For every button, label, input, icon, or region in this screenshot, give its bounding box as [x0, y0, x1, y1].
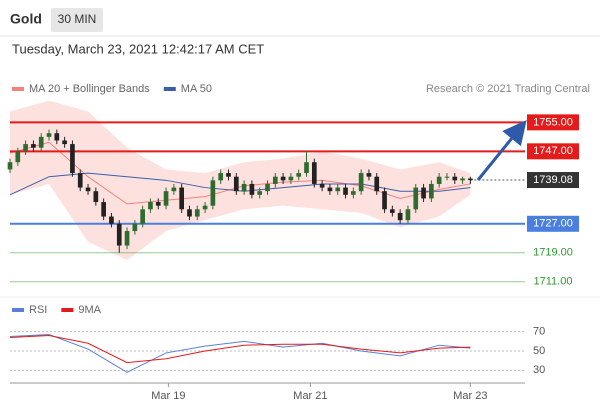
candle-body — [468, 178, 473, 181]
rsi-line — [9, 334, 471, 373]
bollinger-band — [10, 100, 471, 261]
level-label-box — [527, 143, 579, 160]
candle-body — [62, 140, 67, 145]
candle-body — [210, 180, 216, 206]
candle-body — [155, 202, 161, 206]
x-tick-label: Mar 23 — [453, 390, 487, 402]
candle-body — [452, 176, 458, 181]
candle-body — [405, 209, 411, 221]
legend-swatch — [12, 87, 24, 91]
candle-body — [132, 223, 138, 232]
candle-body — [319, 183, 325, 188]
candle-body — [343, 187, 348, 195]
candle-body — [187, 209, 192, 217]
candle-body — [46, 133, 52, 137]
candle-body — [179, 187, 185, 210]
level-label: 1739.08 — [533, 174, 573, 186]
candle-body — [31, 144, 36, 148]
candle-body — [460, 178, 465, 181]
candle-body — [140, 209, 145, 224]
candle-body — [288, 176, 294, 181]
level-label: 1727.00 — [533, 218, 573, 230]
legend-label: MA 50 — [181, 83, 212, 95]
candle-body — [241, 183, 247, 192]
legend-label: MA 20 + Bollinger Bands — [29, 83, 150, 95]
y-tick-label: 70 — [533, 326, 545, 338]
candle-body — [366, 173, 372, 177]
candle-body — [7, 162, 13, 170]
candle-body — [374, 176, 380, 192]
level-label: 1711.00 — [534, 276, 573, 288]
candle-body — [327, 187, 333, 192]
candle-body — [93, 191, 99, 203]
candle-body — [109, 216, 114, 224]
legend-label: RSI — [29, 304, 47, 316]
candle-body — [335, 187, 341, 192]
candle-body — [280, 176, 286, 181]
candle-body — [390, 209, 395, 213]
candle-body — [202, 205, 208, 210]
candle-body — [124, 231, 130, 246]
candle-body — [77, 173, 83, 188]
level-label: 1755.00 — [533, 116, 573, 128]
candle-body — [265, 183, 270, 192]
attribution: Research © 2021 Trading Central — [426, 83, 590, 95]
candle-body — [15, 151, 21, 163]
legend-swatch — [12, 308, 24, 312]
interval-label[interactable]: 30 MIN — [58, 12, 97, 26]
forecast-arrow — [476, 120, 527, 181]
candle-body — [38, 136, 44, 148]
title: Gold — [10, 11, 42, 27]
candle-body — [436, 176, 442, 184]
candle-body — [257, 191, 263, 195]
candle-body — [382, 191, 387, 210]
candle-body — [148, 202, 153, 210]
level-label-box — [527, 114, 579, 131]
level-label-box — [527, 172, 579, 189]
candle-body — [218, 173, 224, 181]
candle-body — [413, 187, 419, 210]
legend-label: 9MA — [78, 304, 101, 316]
candle-body — [311, 162, 317, 184]
candle-body — [444, 176, 450, 178]
candle-body — [429, 183, 434, 199]
candle-body — [350, 191, 356, 195]
candle-body — [249, 183, 255, 195]
candle-body — [194, 209, 200, 217]
candle-body — [171, 187, 177, 192]
legend-swatch — [61, 308, 74, 312]
level-label: 1719.00 — [533, 247, 573, 259]
candle-body — [272, 176, 278, 184]
level-label: 1747.00 — [533, 145, 573, 157]
x-tick-label: Mar 21 — [293, 390, 327, 402]
candle-body — [70, 144, 75, 174]
legend-swatch — [163, 87, 176, 91]
x-tick-label: Mar 19 — [151, 390, 185, 402]
candle-body — [397, 212, 403, 221]
y-tick-label: 30 — [533, 364, 545, 376]
timestamp: Tuesday, March 23, 2021 12:42:17 AM CET — [12, 41, 264, 56]
candle-body — [23, 144, 28, 152]
rsi-line — [9, 335, 471, 364]
level-label-box — [527, 215, 579, 232]
y-tick-label: 50 — [533, 345, 545, 357]
candle-body — [101, 202, 106, 217]
candle-body — [304, 162, 309, 174]
candle-body — [85, 187, 91, 192]
candle-body — [233, 176, 239, 192]
candle-body — [421, 187, 426, 199]
interval-button[interactable] — [51, 8, 103, 32]
candle-body — [296, 173, 302, 177]
candle-body — [226, 173, 231, 177]
candle-body — [116, 223, 122, 246]
candle-body — [358, 173, 364, 192]
candle-body — [163, 191, 169, 206]
candle-body — [54, 133, 60, 141]
